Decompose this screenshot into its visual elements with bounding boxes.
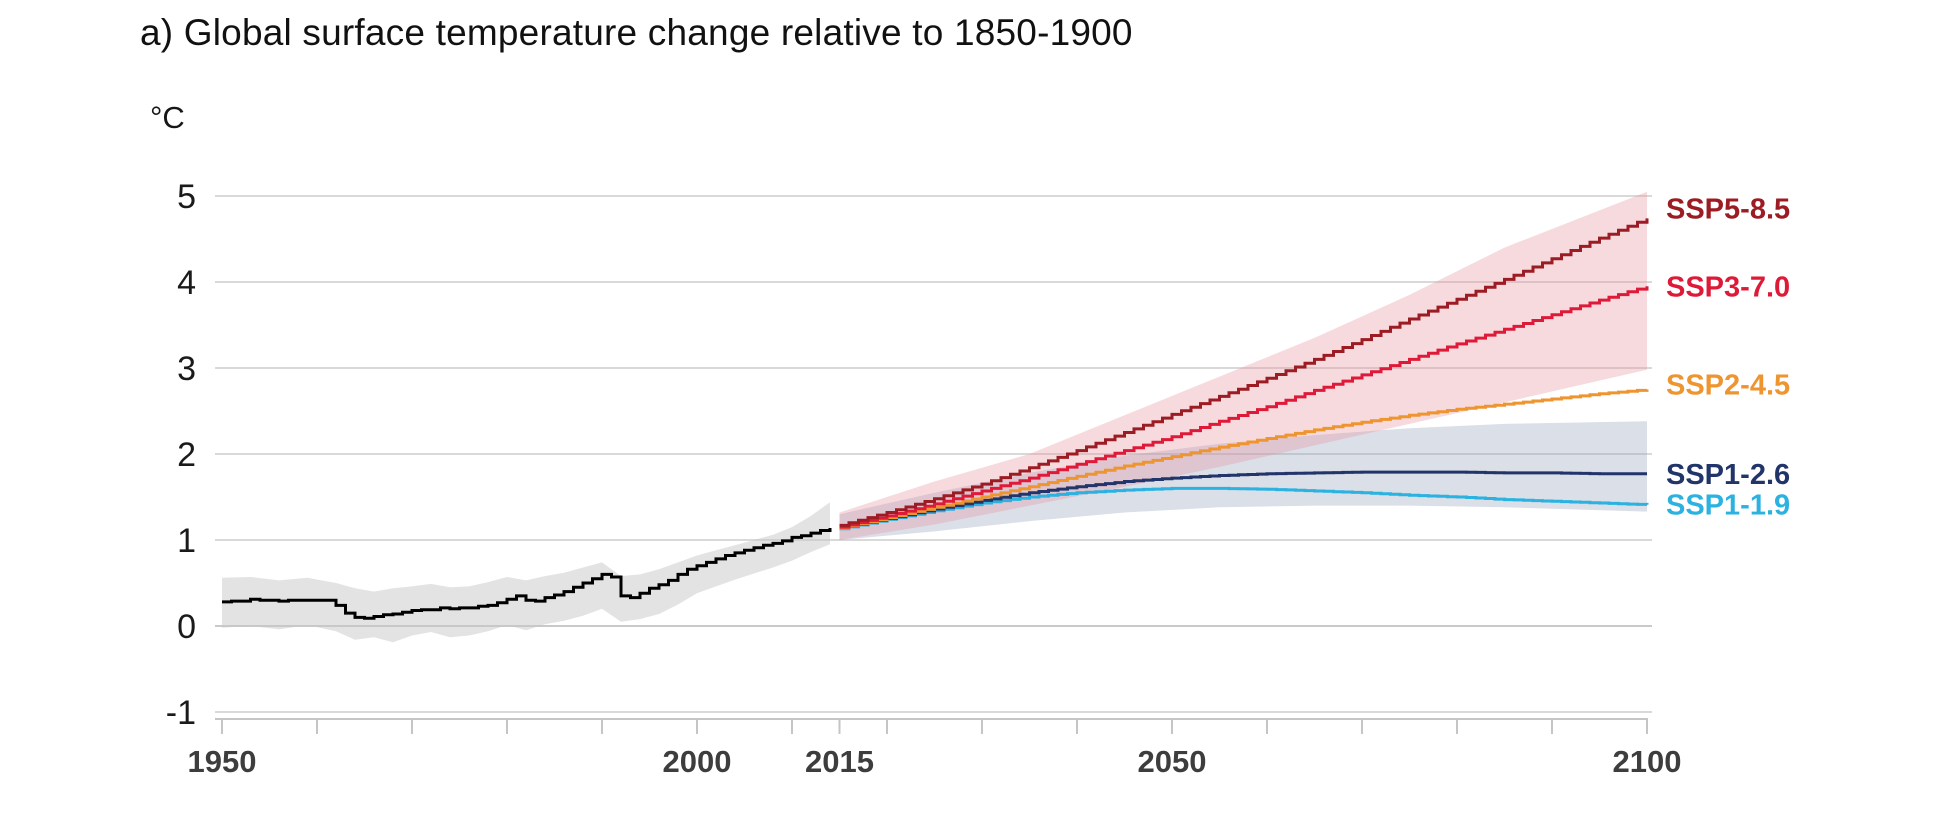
x-tick-label-2015: 2015 xyxy=(805,744,874,779)
ssp3-7.0-line xyxy=(839,286,1649,529)
ssp3-7.0-uncertainty-band xyxy=(839,191,1647,540)
ssp1-1.9-label: SSP1-1.9 xyxy=(1666,490,1790,522)
y-tick-label-1: 1 xyxy=(177,522,196,560)
ssp1-2.6-label: SSP1-2.6 xyxy=(1666,459,1790,491)
y-tick-label-4: 4 xyxy=(177,264,196,302)
ssp5-8.5-label: SSP5-8.5 xyxy=(1666,193,1790,225)
y-tick-label-0: 0 xyxy=(177,608,196,646)
ssp3-7.0-label: SSP3-7.0 xyxy=(1666,271,1790,303)
data-lines-group xyxy=(222,218,1649,620)
ssp1-2.6-uncertainty-band xyxy=(839,421,1647,540)
x-tick-labels-group: 1950 2000 2015 2050 2100 xyxy=(188,744,1682,779)
y-tick-label--1: -1 xyxy=(166,694,196,732)
x-axis-group xyxy=(215,718,1648,734)
y-axis-unit-label: °C xyxy=(150,100,185,135)
ssp5-8.5-line xyxy=(839,218,1649,527)
chart-title: a) Global surface temperature change rel… xyxy=(140,12,1133,53)
x-tick-label-2050: 2050 xyxy=(1138,744,1207,779)
ssp2-4.5-line xyxy=(839,388,1649,530)
historical-uncertainty-band xyxy=(222,502,830,643)
y-tick-label-3: 3 xyxy=(177,350,196,388)
ssp1-2.6-line xyxy=(839,470,1647,530)
y-tick-label-2: 2 xyxy=(177,436,196,474)
y-tick-labels-group: 5 4 3 2 1 0 -1 xyxy=(166,178,196,732)
historical-line xyxy=(222,528,832,620)
x-tick-label-1950: 1950 xyxy=(188,744,257,779)
y-tick-label-5: 5 xyxy=(177,178,196,216)
uncertainty-bands-group xyxy=(222,191,1647,643)
x-tick-label-2100: 2100 xyxy=(1613,744,1682,779)
x-tick-label-2000: 2000 xyxy=(663,744,732,779)
ssp2-4.5-label: SSP2-4.5 xyxy=(1666,370,1790,402)
